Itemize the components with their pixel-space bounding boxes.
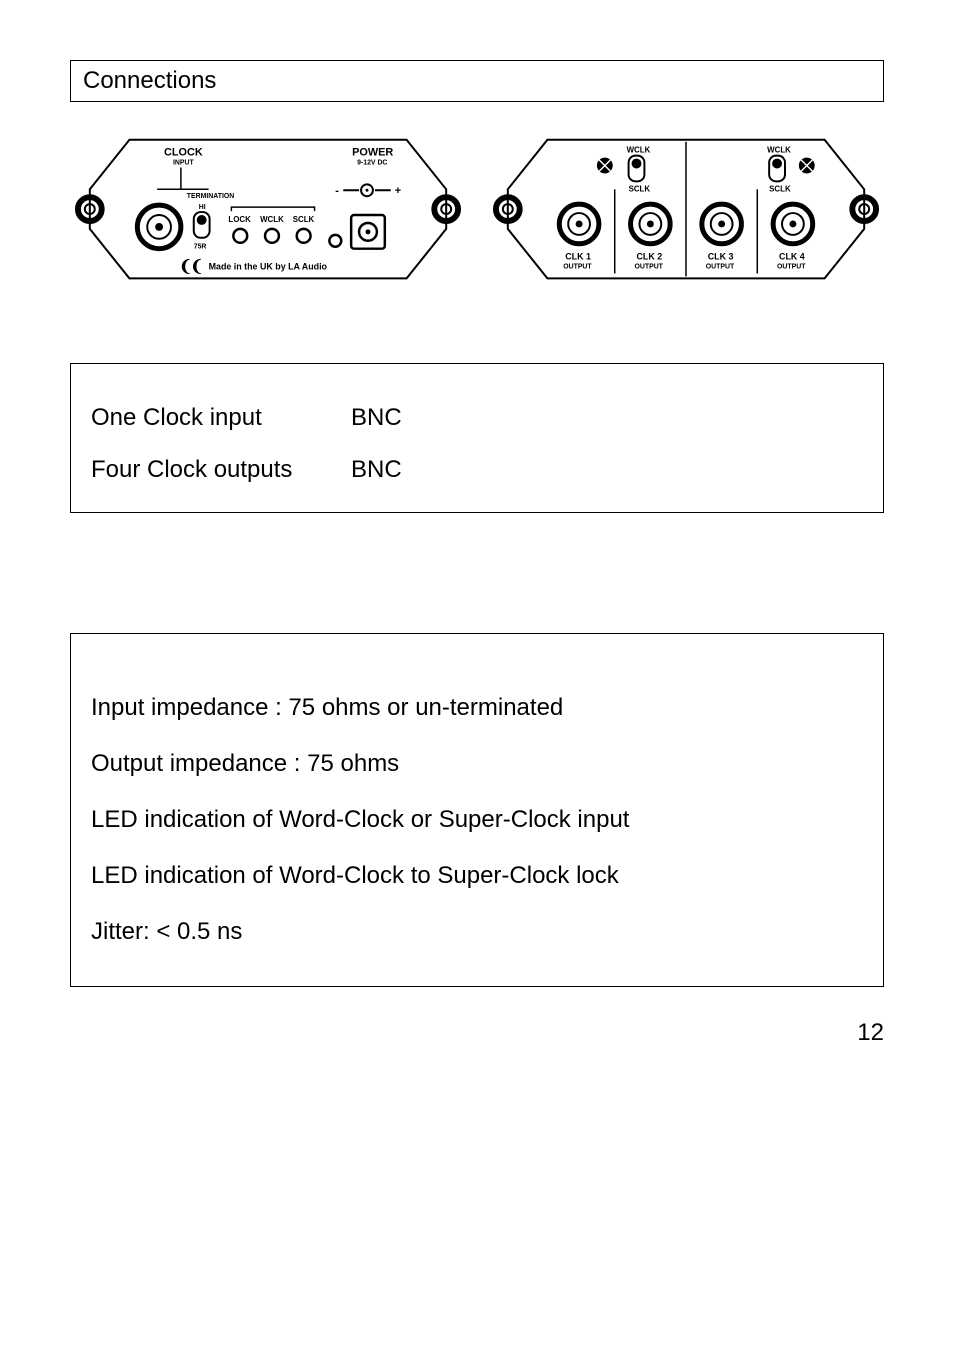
sclk-r-1: SCLK: [629, 184, 651, 193]
lock-label: LOCK: [228, 215, 251, 224]
svg-text:OUTPUT: OUTPUT: [635, 263, 664, 270]
clk4-bnc: CLK 4 OUTPUT: [773, 204, 813, 270]
diagrams-row: CLOCK INPUT TERMINATION HI 75R LOCK WCLK…: [70, 120, 884, 303]
wclk-r-1: WCLK: [627, 146, 651, 155]
section-header: Connections: [70, 60, 884, 102]
wclk-label: WCLK: [260, 215, 284, 224]
svg-text:CLK 3: CLK 3: [708, 252, 734, 262]
svg-text:CLK 1: CLK 1: [565, 252, 591, 262]
svg-text:OUTPUT: OUTPUT: [706, 263, 735, 270]
power-sub: 9-12V DC: [357, 160, 387, 167]
connector-table: One Clock input BNC Four Clock outputs B…: [70, 363, 884, 513]
termination-label: TERMINATION: [187, 193, 234, 200]
row-type: BNC: [351, 404, 402, 432]
spec-line: Jitter: < 0.5 ns: [91, 918, 863, 946]
table-row: One Clock input BNC: [91, 404, 863, 432]
power-label: POWER: [352, 147, 393, 159]
svg-text:CLK 2: CLK 2: [637, 252, 663, 262]
svg-text:CLK 4: CLK 4: [779, 252, 805, 262]
page-number: 12: [70, 1019, 884, 1047]
left-diagram: CLOCK INPUT TERMINATION HI 75R LOCK WCLK…: [70, 120, 466, 303]
spec-line: Input impedance : 75 ohms or un-terminat…: [91, 694, 863, 722]
clk3-bnc: CLK 3 OUTPUT: [702, 204, 742, 270]
row-label: One Clock input: [91, 404, 351, 432]
hi-label: HI: [199, 204, 206, 211]
wclk-r-2: WCLK: [767, 146, 791, 155]
svg-text:OUTPUT: OUTPUT: [777, 263, 806, 270]
clock-label: CLOCK: [164, 147, 203, 159]
spec-line: LED indication of Word-Clock or Super-Cl…: [91, 806, 863, 834]
clk1-bnc: CLK 1 OUTPUT: [559, 204, 599, 270]
sclk-r-2: SCLK: [769, 184, 791, 193]
made-label: Made in the UK by LA Audio: [209, 261, 328, 271]
clk2-bnc: CLK 2 OUTPUT: [631, 204, 671, 270]
svg-text:❨❨: ❨❨: [179, 258, 202, 275]
svg-text:+: +: [395, 185, 401, 197]
section-title: Connections: [83, 67, 216, 94]
right-diagram: WCLK SCLK WCLK SCLK CLK 1: [488, 120, 884, 303]
r75-label: 75R: [194, 244, 207, 251]
spec-line: LED indication of Word-Clock to Super-Cl…: [91, 862, 863, 890]
svg-text:-: -: [335, 185, 339, 197]
spec-box: Input impedance : 75 ohms or un-terminat…: [70, 633, 884, 987]
svg-text:OUTPUT: OUTPUT: [563, 263, 592, 270]
row-label: Four Clock outputs: [91, 456, 351, 484]
table-row: Four Clock outputs BNC: [91, 456, 863, 484]
sclk-label: SCLK: [293, 215, 315, 224]
row-type: BNC: [351, 456, 402, 484]
clock-sub: INPUT: [173, 160, 195, 167]
spec-line: Output impedance : 75 ohms: [91, 750, 863, 778]
